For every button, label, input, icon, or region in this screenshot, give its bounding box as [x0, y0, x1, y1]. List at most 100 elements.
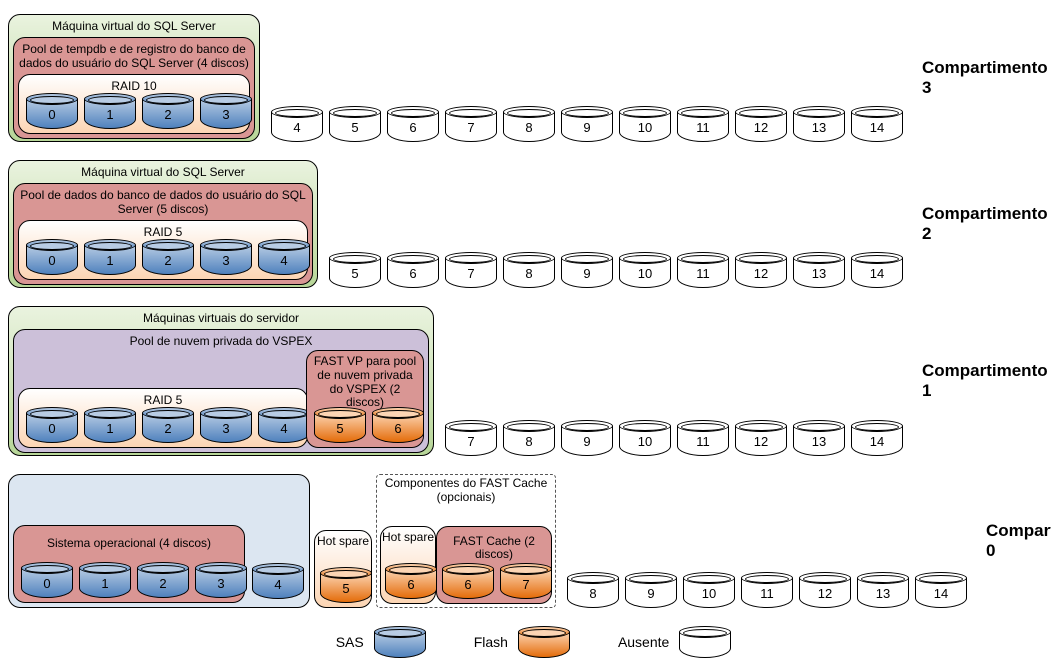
- disk-absent: 9: [561, 252, 613, 288]
- legend-sas-icon: [374, 626, 426, 658]
- disk-absent: 11: [677, 106, 729, 142]
- disks-used-c3: 0123: [23, 93, 255, 129]
- hotspare2-label: Hot spare: [381, 531, 435, 544]
- disk-absent: 5: [329, 106, 381, 142]
- pool-box-c1: Pool de nuvem privada do VSPEX RAID 5 01…: [13, 329, 429, 453]
- disk-absent: 6: [387, 106, 439, 142]
- disk-sas: 0: [26, 93, 78, 129]
- disks-raid-c1: 01234: [23, 407, 313, 443]
- disk-absent: 13: [793, 252, 845, 288]
- legend-sas: SAS: [336, 626, 426, 658]
- vm-label-c3: Máquina virtual do SQL Server: [9, 19, 259, 33]
- fastvp-label-c1: FAST VP para pool de nuvem privada do VS…: [307, 355, 423, 410]
- disks-fastcache: 67: [439, 563, 555, 599]
- compartment-3-row: Máquina virtual do SQL Server Pool de te…: [8, 14, 1051, 142]
- disk-absent: 14: [851, 106, 903, 142]
- fastcache-group: Componentes do FAST Cache (opcionais) Ho…: [376, 474, 556, 608]
- pool-label-c2: Pool de dados do banco de dados do usuár…: [14, 188, 312, 217]
- disks-os-c0: 0123: [18, 562, 250, 598]
- fastcache-label: FAST Cache (2 discos): [437, 531, 551, 561]
- disk-absent: [679, 626, 731, 658]
- disk-absent: 9: [561, 420, 613, 456]
- disk-absent: 6: [387, 252, 439, 288]
- disk-hotspare1: 5: [317, 567, 375, 603]
- disk-sas: 4: [252, 563, 304, 599]
- disk-absent: 8: [503, 252, 555, 288]
- legend-sas-label: SAS: [336, 634, 364, 650]
- pool-box-c3: Pool de tempdb e de registro do banco de…: [13, 37, 255, 139]
- raid-label-c2: RAID 5: [19, 225, 307, 239]
- legend-absent-label: Ausente: [618, 634, 669, 650]
- disk-absent: 10: [619, 106, 671, 142]
- disk-sas: 1: [84, 407, 136, 443]
- disk-absent: 4: [271, 106, 323, 142]
- disk-sas: 2: [142, 239, 194, 275]
- legend-absent: Ausente: [618, 626, 731, 658]
- hotspare1-label: Hot spare: [315, 535, 371, 548]
- legend: SAS Flash Ausente: [8, 626, 1051, 658]
- disk-absent: 8: [503, 106, 555, 142]
- raid-label-c3: RAID 10: [19, 79, 249, 93]
- disk-absent: 13: [857, 572, 909, 608]
- disk-sas: 4: [258, 239, 310, 275]
- disk-absent: 11: [677, 252, 729, 288]
- hotspare1-box: Hot spare 5: [314, 530, 372, 608]
- compartment-1-label: Compartimento 1: [922, 361, 1051, 401]
- disk-sas: 2: [142, 93, 194, 129]
- disks-free-c3: 4567891011121314: [268, 106, 906, 142]
- disk-absent: 14: [851, 420, 903, 456]
- disk-sas: [374, 626, 426, 658]
- compartment-0-stack: Sistema operacional (4 discos) 0123 4 Ho…: [8, 474, 556, 608]
- legend-absent-icon: [679, 626, 731, 658]
- os-wrap-box: Sistema operacional (4 discos) 0123 4: [8, 474, 310, 608]
- fastvp-box-c1: FAST VP para pool de nuvem privada do VS…: [306, 350, 424, 448]
- disk-absent: 7: [445, 106, 497, 142]
- disk-absent: 12: [735, 420, 787, 456]
- vm-box-c3: Máquina virtual do SQL Server Pool de te…: [8, 14, 260, 142]
- disks-free-c2: 567891011121314: [326, 252, 906, 288]
- disk-absent: 13: [793, 420, 845, 456]
- disk-sas: 2: [137, 562, 189, 598]
- disk-sas: 4: [258, 407, 310, 443]
- disk-sas: 0: [21, 562, 73, 598]
- disk-absent: 8: [503, 420, 555, 456]
- disk-absent: 10: [619, 420, 671, 456]
- disk-extra-c0: 4: [249, 563, 307, 599]
- disk-sas: 3: [200, 239, 252, 275]
- compartment-2-row: Máquina virtual do SQL Server Pool de da…: [8, 160, 1051, 288]
- disk-flash: 6: [442, 563, 494, 599]
- disks-fastvp-c1: 56: [311, 407, 427, 443]
- disk-absent: 11: [741, 572, 793, 608]
- disk-sas: 0: [26, 407, 78, 443]
- disk-absent: 11: [677, 420, 729, 456]
- compartment-2-stack: Máquina virtual do SQL Server Pool de da…: [8, 160, 318, 288]
- pool-box-c2: Pool de dados do banco de dados do usuár…: [13, 183, 313, 285]
- compartment-1-stack: Máquinas virtuais do servidor Pool de nu…: [8, 306, 434, 456]
- raid-label-c1: RAID 5: [19, 393, 307, 407]
- pool-label-c1: Pool de nuvem privada do VSPEX: [14, 334, 428, 348]
- fastcache-box: FAST Cache (2 discos) 67: [436, 526, 552, 604]
- compartment-0-label: Compartimento 0: [986, 521, 1051, 561]
- disk-absent: 12: [799, 572, 851, 608]
- disks-used-c2: 01234: [23, 239, 313, 275]
- disk-absent: 5: [329, 252, 381, 288]
- disk-absent: 9: [625, 572, 677, 608]
- disk-sas: 0: [26, 239, 78, 275]
- disk-flash: 6: [385, 563, 437, 599]
- disk-absent: 9: [561, 106, 613, 142]
- raid-box-c3: RAID 10 0123: [18, 74, 250, 134]
- page: Máquina virtual do SQL Server Pool de te…: [8, 14, 1051, 658]
- vm-label-c1: Máquinas virtuais do servidor: [9, 311, 433, 325]
- disk-sas: 2: [142, 407, 194, 443]
- os-label: Sistema operacional (4 discos): [14, 530, 244, 550]
- disk-absent: 7: [445, 420, 497, 456]
- vm-box-c1: Máquinas virtuais do servidor Pool de nu…: [8, 306, 434, 456]
- hotspare2-box: Hot spare 6: [380, 526, 436, 604]
- legend-flash: Flash: [474, 626, 570, 658]
- vm-label-c2: Máquina virtual do SQL Server: [9, 165, 317, 179]
- disk-absent: 12: [735, 106, 787, 142]
- disk-absent: 12: [735, 252, 787, 288]
- disk-flash: 5: [320, 567, 372, 603]
- legend-flash-label: Flash: [474, 634, 508, 650]
- disk-absent: 8: [567, 572, 619, 608]
